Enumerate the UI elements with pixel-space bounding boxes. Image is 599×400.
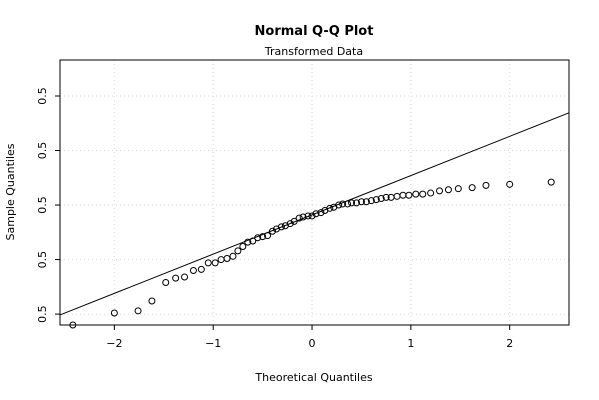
data-point-2 bbox=[134, 307, 142, 315]
data-point-28 bbox=[299, 213, 307, 221]
data-point-52 bbox=[419, 190, 427, 198]
data-point-4 bbox=[162, 278, 170, 286]
y-tick-label-1: 0.5 bbox=[36, 251, 49, 269]
data-point-44 bbox=[372, 196, 380, 204]
y-tick-label-2: 0.5 bbox=[36, 196, 49, 214]
data-point-37 bbox=[339, 200, 347, 208]
y-axis: 0.5 0.5 0.5 0.5 0.5 bbox=[36, 87, 60, 323]
data-point-31 bbox=[312, 210, 320, 218]
chart-subtitle: Transformed Data bbox=[264, 45, 363, 58]
data-point-26 bbox=[290, 217, 298, 225]
grid bbox=[60, 60, 569, 325]
data-point-7 bbox=[189, 266, 197, 274]
y-tick-label-3: 0.5 bbox=[36, 142, 49, 160]
data-point-29 bbox=[304, 212, 312, 220]
data-point-48 bbox=[393, 192, 401, 200]
y-axis-label: Sample Quantiles bbox=[4, 143, 17, 240]
data-point-53 bbox=[427, 189, 435, 197]
plot-frame bbox=[59, 59, 570, 326]
data-point-3 bbox=[148, 297, 156, 305]
data-point-16 bbox=[244, 238, 252, 246]
data-point-9 bbox=[204, 259, 212, 267]
data-point-23 bbox=[277, 223, 285, 231]
x-tick-label-0: −2 bbox=[106, 337, 122, 350]
data-point-1 bbox=[110, 309, 118, 317]
data-point-13 bbox=[229, 252, 237, 260]
x-tick-label-1: −1 bbox=[205, 337, 221, 350]
data-point-45 bbox=[377, 194, 385, 202]
x-axis-label: Theoretical Quantiles bbox=[254, 371, 372, 384]
x-tick-label-2: 0 bbox=[309, 337, 316, 350]
data-point-34 bbox=[326, 204, 334, 212]
data-point-19 bbox=[259, 233, 267, 241]
data-point-43 bbox=[367, 197, 375, 205]
data-point-56 bbox=[454, 185, 462, 193]
data-point-60 bbox=[547, 178, 555, 186]
data-point-58 bbox=[482, 181, 490, 189]
data-point-51 bbox=[412, 190, 420, 198]
x-tick-label-3: 1 bbox=[407, 337, 414, 350]
x-axis: −2 −1 0 1 2 bbox=[106, 325, 513, 350]
y-tick-label-4: 0.5 bbox=[36, 87, 49, 105]
data-point-57 bbox=[468, 184, 476, 192]
data-point-41 bbox=[357, 198, 365, 206]
data-point-54 bbox=[436, 187, 444, 195]
data-points bbox=[69, 178, 555, 329]
data-point-38 bbox=[344, 200, 352, 208]
data-point-59 bbox=[506, 180, 514, 188]
data-point-14 bbox=[234, 247, 242, 255]
data-point-5 bbox=[172, 274, 180, 282]
chart-title: Normal Q-Q Plot bbox=[255, 24, 374, 39]
x-tick-label-4: 2 bbox=[506, 337, 513, 350]
data-point-15 bbox=[239, 242, 247, 250]
data-point-8 bbox=[197, 265, 205, 273]
data-point-12 bbox=[223, 254, 231, 262]
data-point-40 bbox=[353, 199, 361, 207]
y-tick-label-0: 0.5 bbox=[36, 305, 49, 323]
data-point-46 bbox=[382, 193, 390, 201]
data-point-25 bbox=[286, 220, 294, 228]
data-point-17 bbox=[249, 237, 257, 245]
data-point-49 bbox=[399, 191, 407, 199]
data-point-27 bbox=[295, 214, 303, 222]
data-point-18 bbox=[254, 234, 262, 242]
data-point-50 bbox=[405, 191, 413, 199]
data-point-42 bbox=[362, 198, 370, 206]
data-point-11 bbox=[217, 256, 225, 264]
data-point-55 bbox=[444, 186, 452, 194]
data-point-20 bbox=[264, 232, 272, 240]
data-point-39 bbox=[348, 199, 356, 207]
data-point-10 bbox=[211, 259, 219, 267]
data-point-36 bbox=[335, 201, 343, 209]
data-point-6 bbox=[181, 273, 189, 281]
data-point-21 bbox=[268, 227, 276, 235]
data-point-32 bbox=[317, 209, 325, 217]
data-point-30 bbox=[308, 212, 316, 220]
